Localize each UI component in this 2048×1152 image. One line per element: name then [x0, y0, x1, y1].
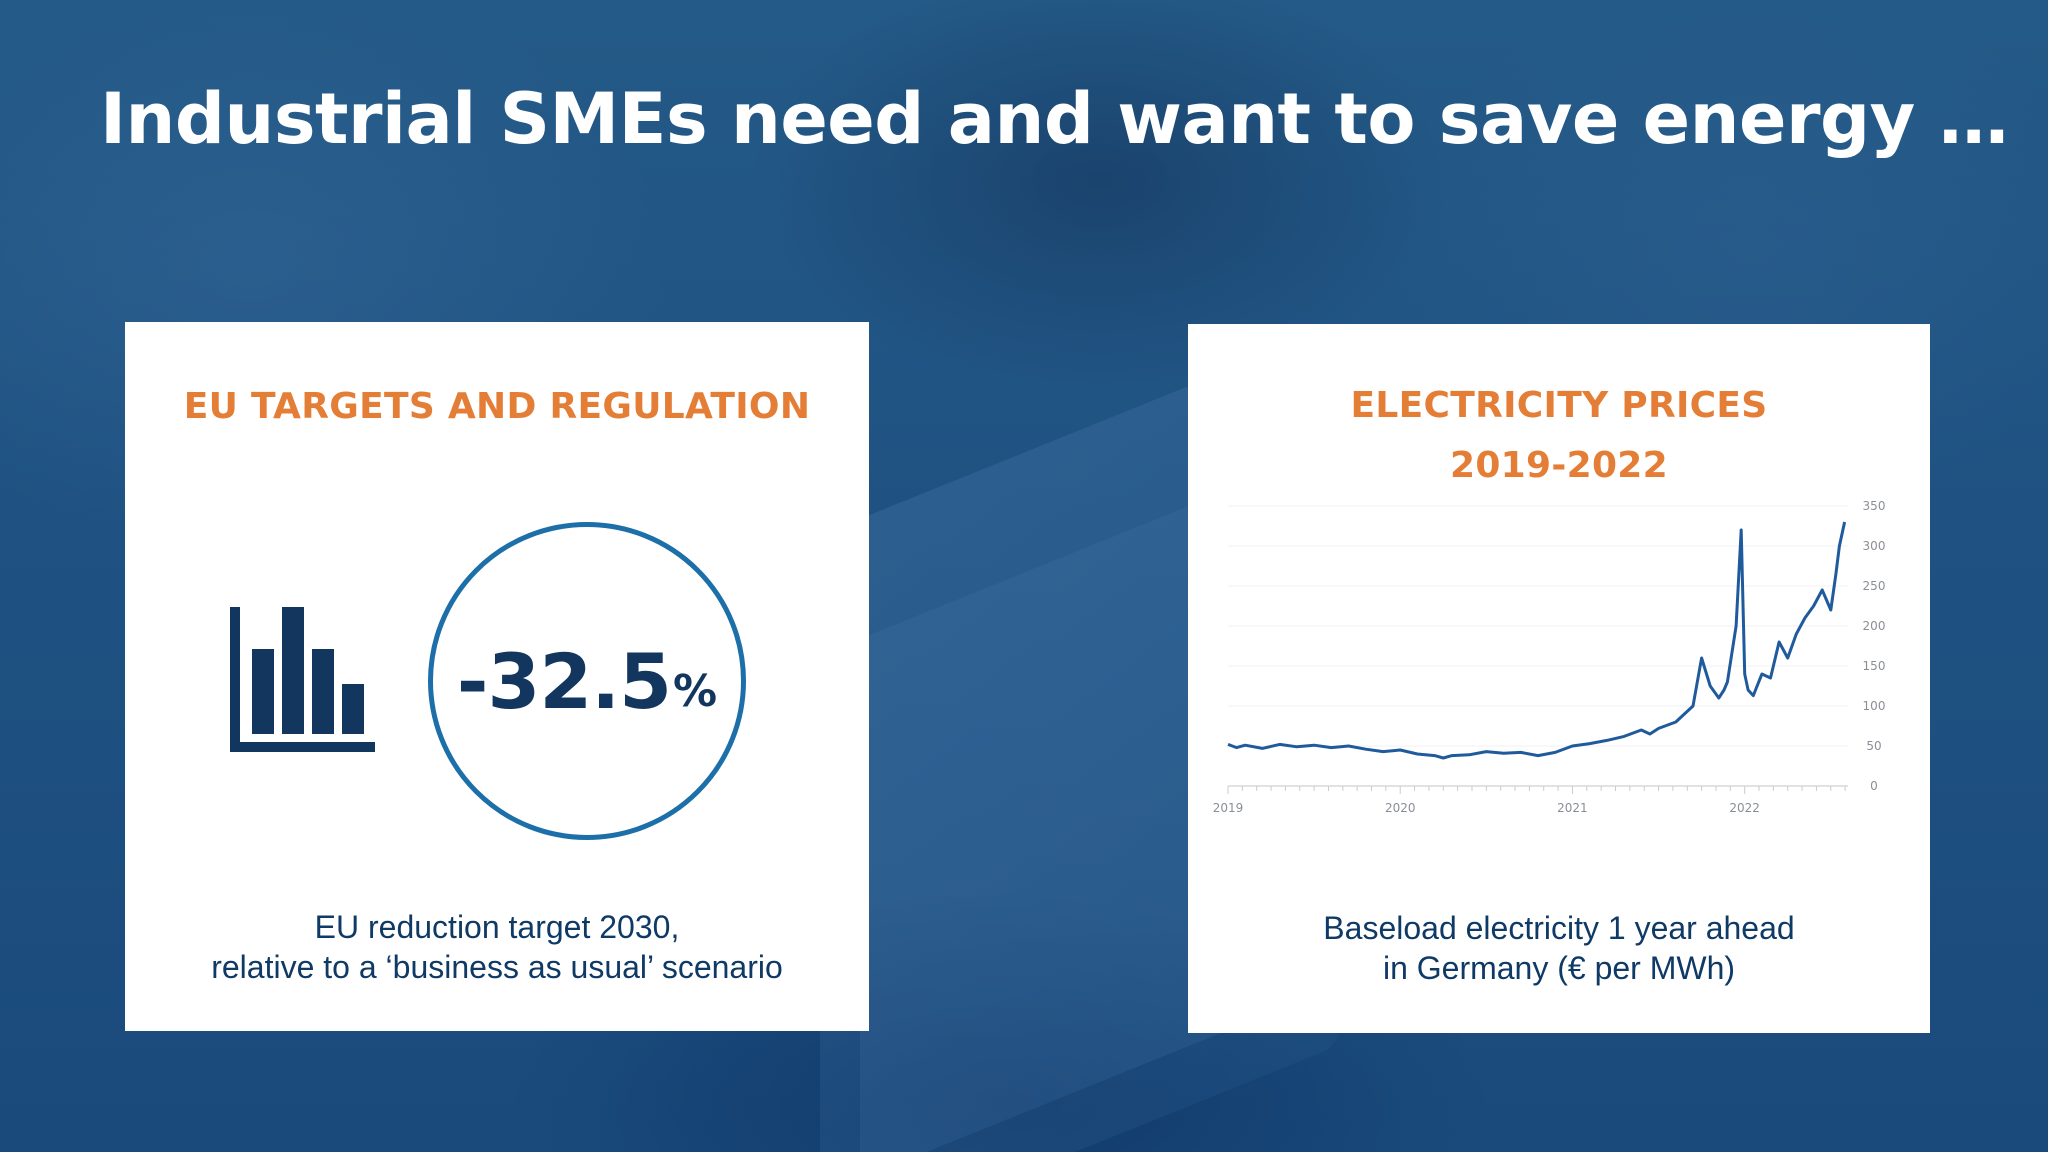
eu-targets-card: EU TARGETS AND REGULATION -32.5% EU redu…	[125, 322, 869, 1031]
electricity-prices-card: ELECTRICITY PRICES 2019-2022 0 50 100 150 20…	[1188, 324, 1930, 1033]
y-tick-label: 0	[1870, 779, 1878, 793]
line-chart-svg: 0 50 100 150 200 250 300 350 2019 2020 2021 2022	[1213, 499, 1886, 815]
electricity-prices-caption-line2: in Germany (€ per MWh)	[1382, 950, 1736, 986]
electricity-prices-heading-line1: ELECTRICITY PRICES	[1350, 385, 1768, 426]
y-tick-label: 300	[1863, 539, 1886, 553]
eu-targets-heading: EU TARGETS AND REGULATION	[183, 386, 811, 427]
electricity-prices-heading: ELECTRICITY PRICES 2019-2022	[1188, 376, 1930, 496]
y-tick-label: 50	[1866, 739, 1881, 753]
eu-targets-caption-line2: relative to a ‘business as usual’ scenar…	[211, 949, 783, 985]
reduction-target-unit: %	[672, 665, 718, 717]
y-tick-label: 250	[1863, 579, 1886, 593]
electricity-prices-caption: Baseload electricity 1 year ahead in Ger…	[1188, 908, 1930, 988]
y-tick-label: 200	[1863, 619, 1886, 633]
reduction-target-value: -32.5	[456, 636, 672, 726]
electricity-prices-caption-line1: Baseload electricity 1 year ahead	[1323, 910, 1795, 946]
x-tick-label: 2019	[1213, 801, 1244, 815]
reduction-target-circle: -32.5%	[428, 522, 746, 840]
bar-chart-icon	[230, 607, 375, 752]
y-tick-label: 350	[1863, 499, 1886, 513]
x-tick-label: 2021	[1557, 801, 1588, 815]
eu-targets-caption: EU reduction target 2030, relative to a …	[125, 907, 869, 987]
x-tick-label: 2020	[1385, 801, 1416, 815]
eu-targets-caption-line1: EU reduction target 2030,	[314, 909, 680, 945]
slide-title: Industrial SMEs need and want to save en…	[100, 78, 2009, 160]
x-tick-label: 2022	[1729, 801, 1760, 815]
y-tick-label: 100	[1863, 699, 1886, 713]
electricity-prices-heading-line2: 2019-2022	[1449, 445, 1669, 486]
price-series-line	[1227, 521, 1847, 760]
electricity-price-chart: 0 50 100 150 200 250 300 350 2019 2020 2021 2022	[1213, 496, 1918, 826]
y-tick-label: 150	[1863, 659, 1886, 673]
